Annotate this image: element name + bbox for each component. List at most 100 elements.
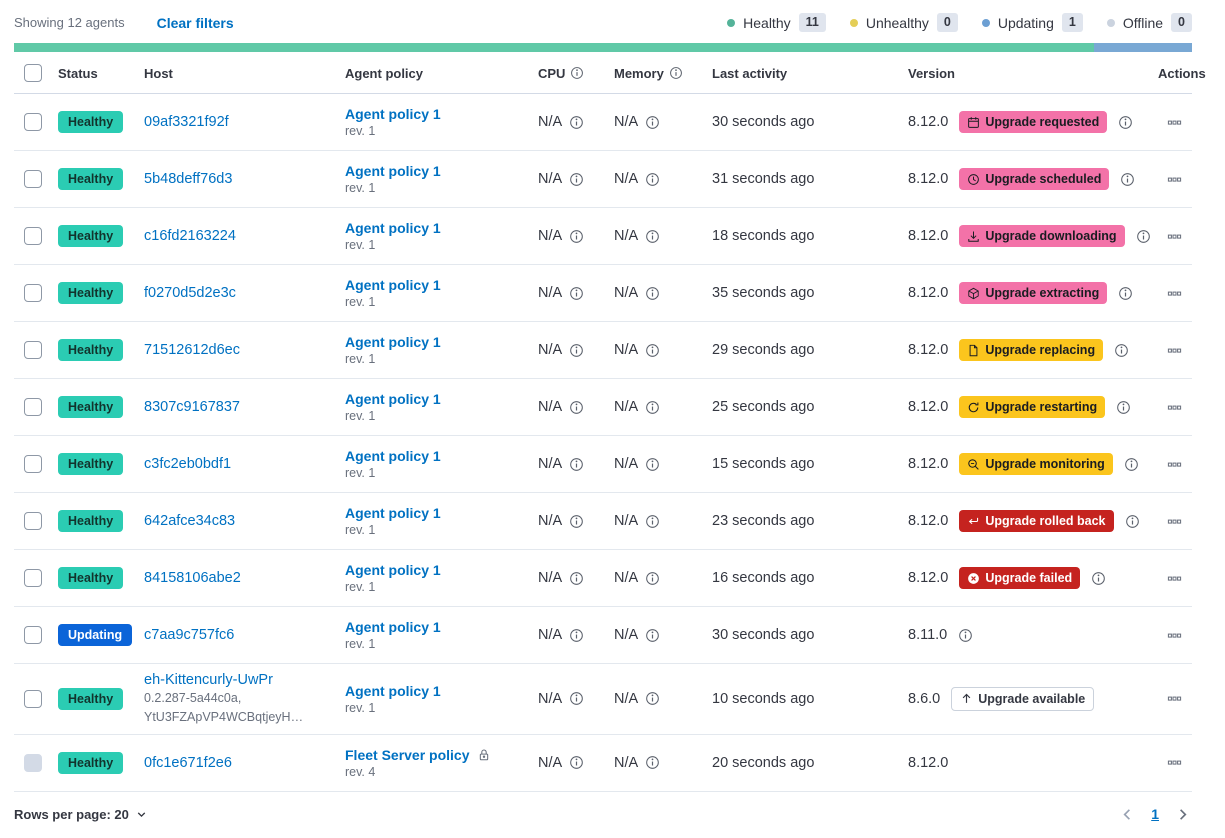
policy-link[interactable]: Agent policy 1 bbox=[345, 683, 441, 699]
row-checkbox[interactable] bbox=[24, 690, 42, 708]
legend-item-offline[interactable]: Offline 0 bbox=[1107, 13, 1192, 32]
host-link[interactable]: f0270d5d2e3c bbox=[144, 285, 236, 301]
info-icon[interactable] bbox=[645, 172, 660, 187]
policy-link[interactable]: Agent policy 1 bbox=[345, 448, 441, 464]
row-actions-button[interactable] bbox=[1163, 282, 1186, 305]
info-icon[interactable] bbox=[645, 343, 660, 358]
row-checkbox[interactable] bbox=[24, 227, 42, 245]
info-icon[interactable] bbox=[569, 400, 584, 415]
policy-link[interactable]: Agent policy 1 bbox=[345, 220, 441, 236]
info-icon[interactable] bbox=[645, 115, 660, 130]
row-actions-button[interactable] bbox=[1163, 510, 1186, 533]
row-actions-button[interactable] bbox=[1163, 567, 1186, 590]
clear-filters-link[interactable]: Clear filters bbox=[157, 15, 234, 31]
host-link[interactable]: c16fd2163224 bbox=[144, 228, 236, 244]
row-actions-button[interactable] bbox=[1163, 225, 1186, 248]
info-icon[interactable] bbox=[669, 66, 683, 80]
legend-item-unhealthy[interactable]: Unhealthy 0 bbox=[850, 13, 958, 32]
row-checkbox[interactable] bbox=[24, 284, 42, 302]
policy-link[interactable]: Agent policy 1 bbox=[345, 334, 441, 350]
host-link[interactable]: 71512612d6ec bbox=[144, 342, 240, 358]
info-icon[interactable] bbox=[1118, 115, 1133, 130]
info-icon[interactable] bbox=[645, 628, 660, 643]
row-actions-button[interactable] bbox=[1163, 396, 1186, 419]
info-icon[interactable] bbox=[645, 691, 660, 706]
host-link[interactable]: c7aa9c757fc6 bbox=[144, 627, 234, 643]
row-actions-button[interactable] bbox=[1163, 687, 1186, 710]
info-icon[interactable] bbox=[645, 400, 660, 415]
info-icon[interactable] bbox=[569, 571, 584, 586]
row-checkbox[interactable] bbox=[24, 113, 42, 131]
info-icon[interactable] bbox=[1136, 229, 1151, 244]
info-icon[interactable] bbox=[569, 286, 584, 301]
row-checkbox[interactable] bbox=[24, 626, 42, 644]
memory-value: N/A bbox=[614, 171, 638, 187]
info-icon[interactable] bbox=[645, 286, 660, 301]
rows-per-page-button[interactable]: Rows per page: 20 bbox=[14, 807, 148, 822]
policy-revision: rev. 1 bbox=[345, 580, 375, 594]
topbar: Showing 12 agents Clear filters Healthy … bbox=[14, 0, 1192, 43]
policy-link[interactable]: Agent policy 1 bbox=[345, 163, 441, 179]
info-icon[interactable] bbox=[1116, 400, 1131, 415]
info-icon[interactable] bbox=[570, 66, 584, 80]
row-actions-button[interactable] bbox=[1163, 453, 1186, 476]
info-icon[interactable] bbox=[1114, 343, 1129, 358]
info-icon[interactable] bbox=[569, 457, 584, 472]
chevron-right-icon[interactable] bbox=[1173, 805, 1192, 824]
policy-link[interactable]: Agent policy 1 bbox=[345, 619, 441, 635]
host-link[interactable]: 5b48deff76d3 bbox=[144, 171, 232, 187]
info-icon[interactable] bbox=[569, 755, 584, 770]
info-icon[interactable] bbox=[569, 172, 584, 187]
policy-link[interactable]: Agent policy 1 bbox=[345, 562, 441, 578]
legend-item-healthy[interactable]: Healthy 11 bbox=[727, 13, 826, 32]
info-icon[interactable] bbox=[569, 115, 584, 130]
info-icon[interactable] bbox=[645, 229, 660, 244]
policy-link[interactable]: Agent policy 1 bbox=[345, 505, 441, 521]
info-icon[interactable] bbox=[569, 628, 584, 643]
legend-item-updating[interactable]: Updating 1 bbox=[982, 13, 1083, 32]
row-checkbox[interactable] bbox=[24, 512, 42, 530]
info-icon[interactable] bbox=[1120, 172, 1135, 187]
host-link[interactable]: eh-Kittencurly-UwPr bbox=[144, 672, 273, 688]
info-icon[interactable] bbox=[569, 229, 584, 244]
table-row: Healthy 5b48deff76d3 Agent policy 1 rev.… bbox=[14, 151, 1192, 208]
row-actions-button[interactable] bbox=[1163, 624, 1186, 647]
host-link[interactable]: 642afce34c83 bbox=[144, 513, 235, 529]
info-icon[interactable] bbox=[645, 571, 660, 586]
row-checkbox[interactable] bbox=[24, 170, 42, 188]
info-icon[interactable] bbox=[645, 755, 660, 770]
host-link[interactable]: 84158106abe2 bbox=[144, 570, 241, 586]
row-checkbox[interactable] bbox=[24, 398, 42, 416]
row-checkbox[interactable] bbox=[24, 455, 42, 473]
row-actions-button[interactable] bbox=[1163, 111, 1186, 134]
chevron-left-icon[interactable] bbox=[1118, 805, 1137, 824]
select-all-checkbox[interactable] bbox=[24, 64, 42, 82]
row-actions-button[interactable] bbox=[1163, 168, 1186, 191]
last-activity: 25 seconds ago bbox=[712, 399, 908, 415]
info-icon[interactable] bbox=[1124, 457, 1139, 472]
info-icon[interactable] bbox=[1091, 571, 1106, 586]
info-icon[interactable] bbox=[1125, 514, 1140, 529]
info-icon[interactable] bbox=[958, 628, 973, 643]
policy-link[interactable]: Agent policy 1 bbox=[345, 277, 441, 293]
row-actions-button[interactable] bbox=[1163, 751, 1186, 774]
row-checkbox[interactable] bbox=[24, 569, 42, 587]
host-link[interactable]: 09af3321f92f bbox=[144, 114, 229, 130]
info-icon[interactable] bbox=[645, 457, 660, 472]
row-checkbox[interactable] bbox=[24, 341, 42, 359]
page-number-1[interactable]: 1 bbox=[1151, 806, 1159, 822]
row-actions-button[interactable] bbox=[1163, 339, 1186, 362]
policy-link[interactable]: Agent policy 1 bbox=[345, 106, 441, 122]
info-icon[interactable] bbox=[569, 343, 584, 358]
policy-link[interactable]: Fleet Server policy bbox=[345, 747, 470, 763]
info-icon[interactable] bbox=[569, 691, 584, 706]
host-link[interactable]: 8307c9167837 bbox=[144, 399, 240, 415]
upgrade-badge-label: Upgrade replacing bbox=[985, 342, 1095, 358]
info-icon[interactable] bbox=[1118, 286, 1133, 301]
info-icon[interactable] bbox=[645, 514, 660, 529]
host-link[interactable]: c3fc2eb0bdf1 bbox=[144, 456, 231, 472]
host-link[interactable]: 0fc1e671f2e6 bbox=[144, 755, 232, 771]
policy-link[interactable]: Agent policy 1 bbox=[345, 391, 441, 407]
table-row: Healthy 0fc1e671f2e6 Fleet Server policy… bbox=[14, 735, 1192, 792]
info-icon[interactable] bbox=[569, 514, 584, 529]
